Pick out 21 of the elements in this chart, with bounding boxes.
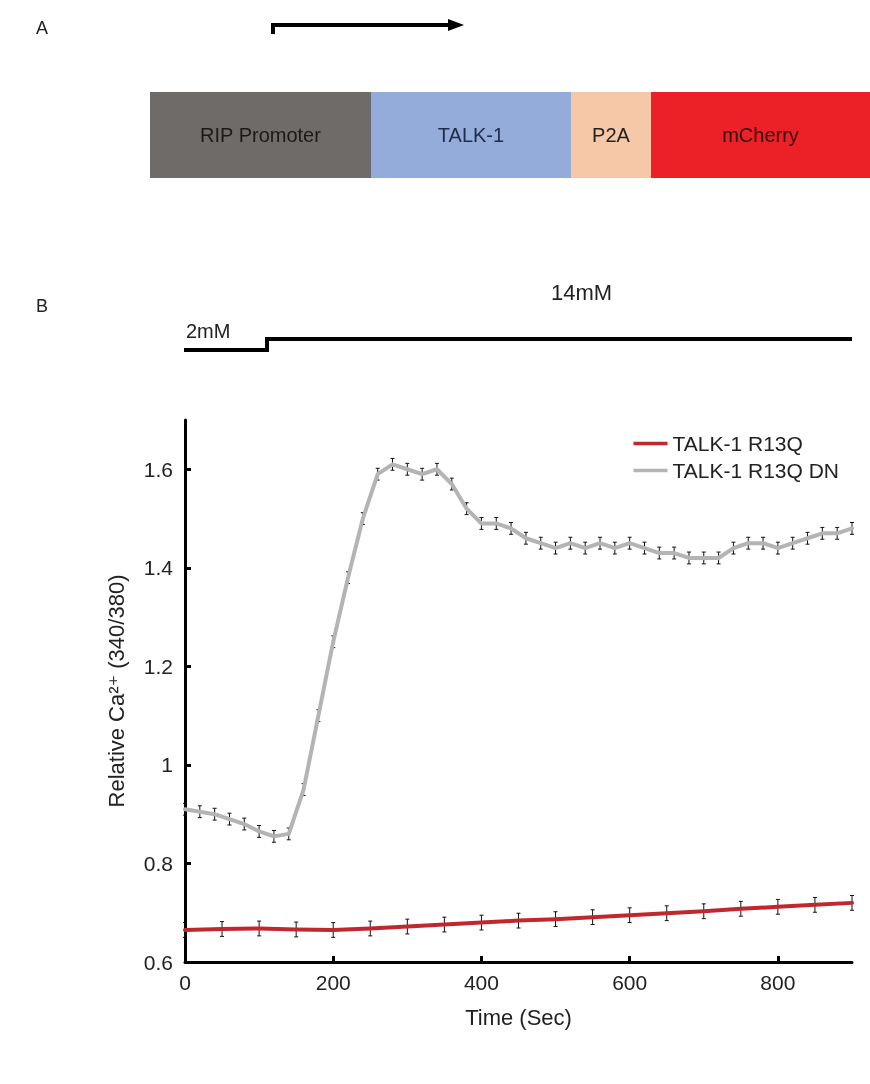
x-tick-label: 600 xyxy=(612,971,648,994)
text: 2mM xyxy=(186,320,231,343)
x-tick-label: 0 xyxy=(179,971,191,994)
legend-label: TALK-1 R13Q DN xyxy=(672,459,840,482)
y-tick-label: 1.2 xyxy=(143,654,173,678)
text: 14mM xyxy=(551,280,613,306)
y-tick-label: 1 xyxy=(161,753,173,777)
x-tick-label: 200 xyxy=(315,971,351,994)
y-tick-label: 0.6 xyxy=(143,950,173,974)
x-tick-label: 800 xyxy=(760,971,796,994)
y-tick-label: 1.4 xyxy=(143,556,174,580)
x-tick-label: 400 xyxy=(463,971,499,994)
text: A xyxy=(36,18,49,39)
y-tick-label: 0.8 xyxy=(143,851,173,875)
legend-label: TALK-1 R13Q xyxy=(672,432,803,455)
x-axis-title: Time (Sec) xyxy=(465,1004,572,1030)
line-series xyxy=(183,900,854,932)
line-series xyxy=(183,462,854,839)
y-tick-label: 1.6 xyxy=(143,457,173,481)
text: B xyxy=(36,296,49,317)
y-axis-title: Relative Ca²⁺ (340/380) xyxy=(103,574,129,808)
